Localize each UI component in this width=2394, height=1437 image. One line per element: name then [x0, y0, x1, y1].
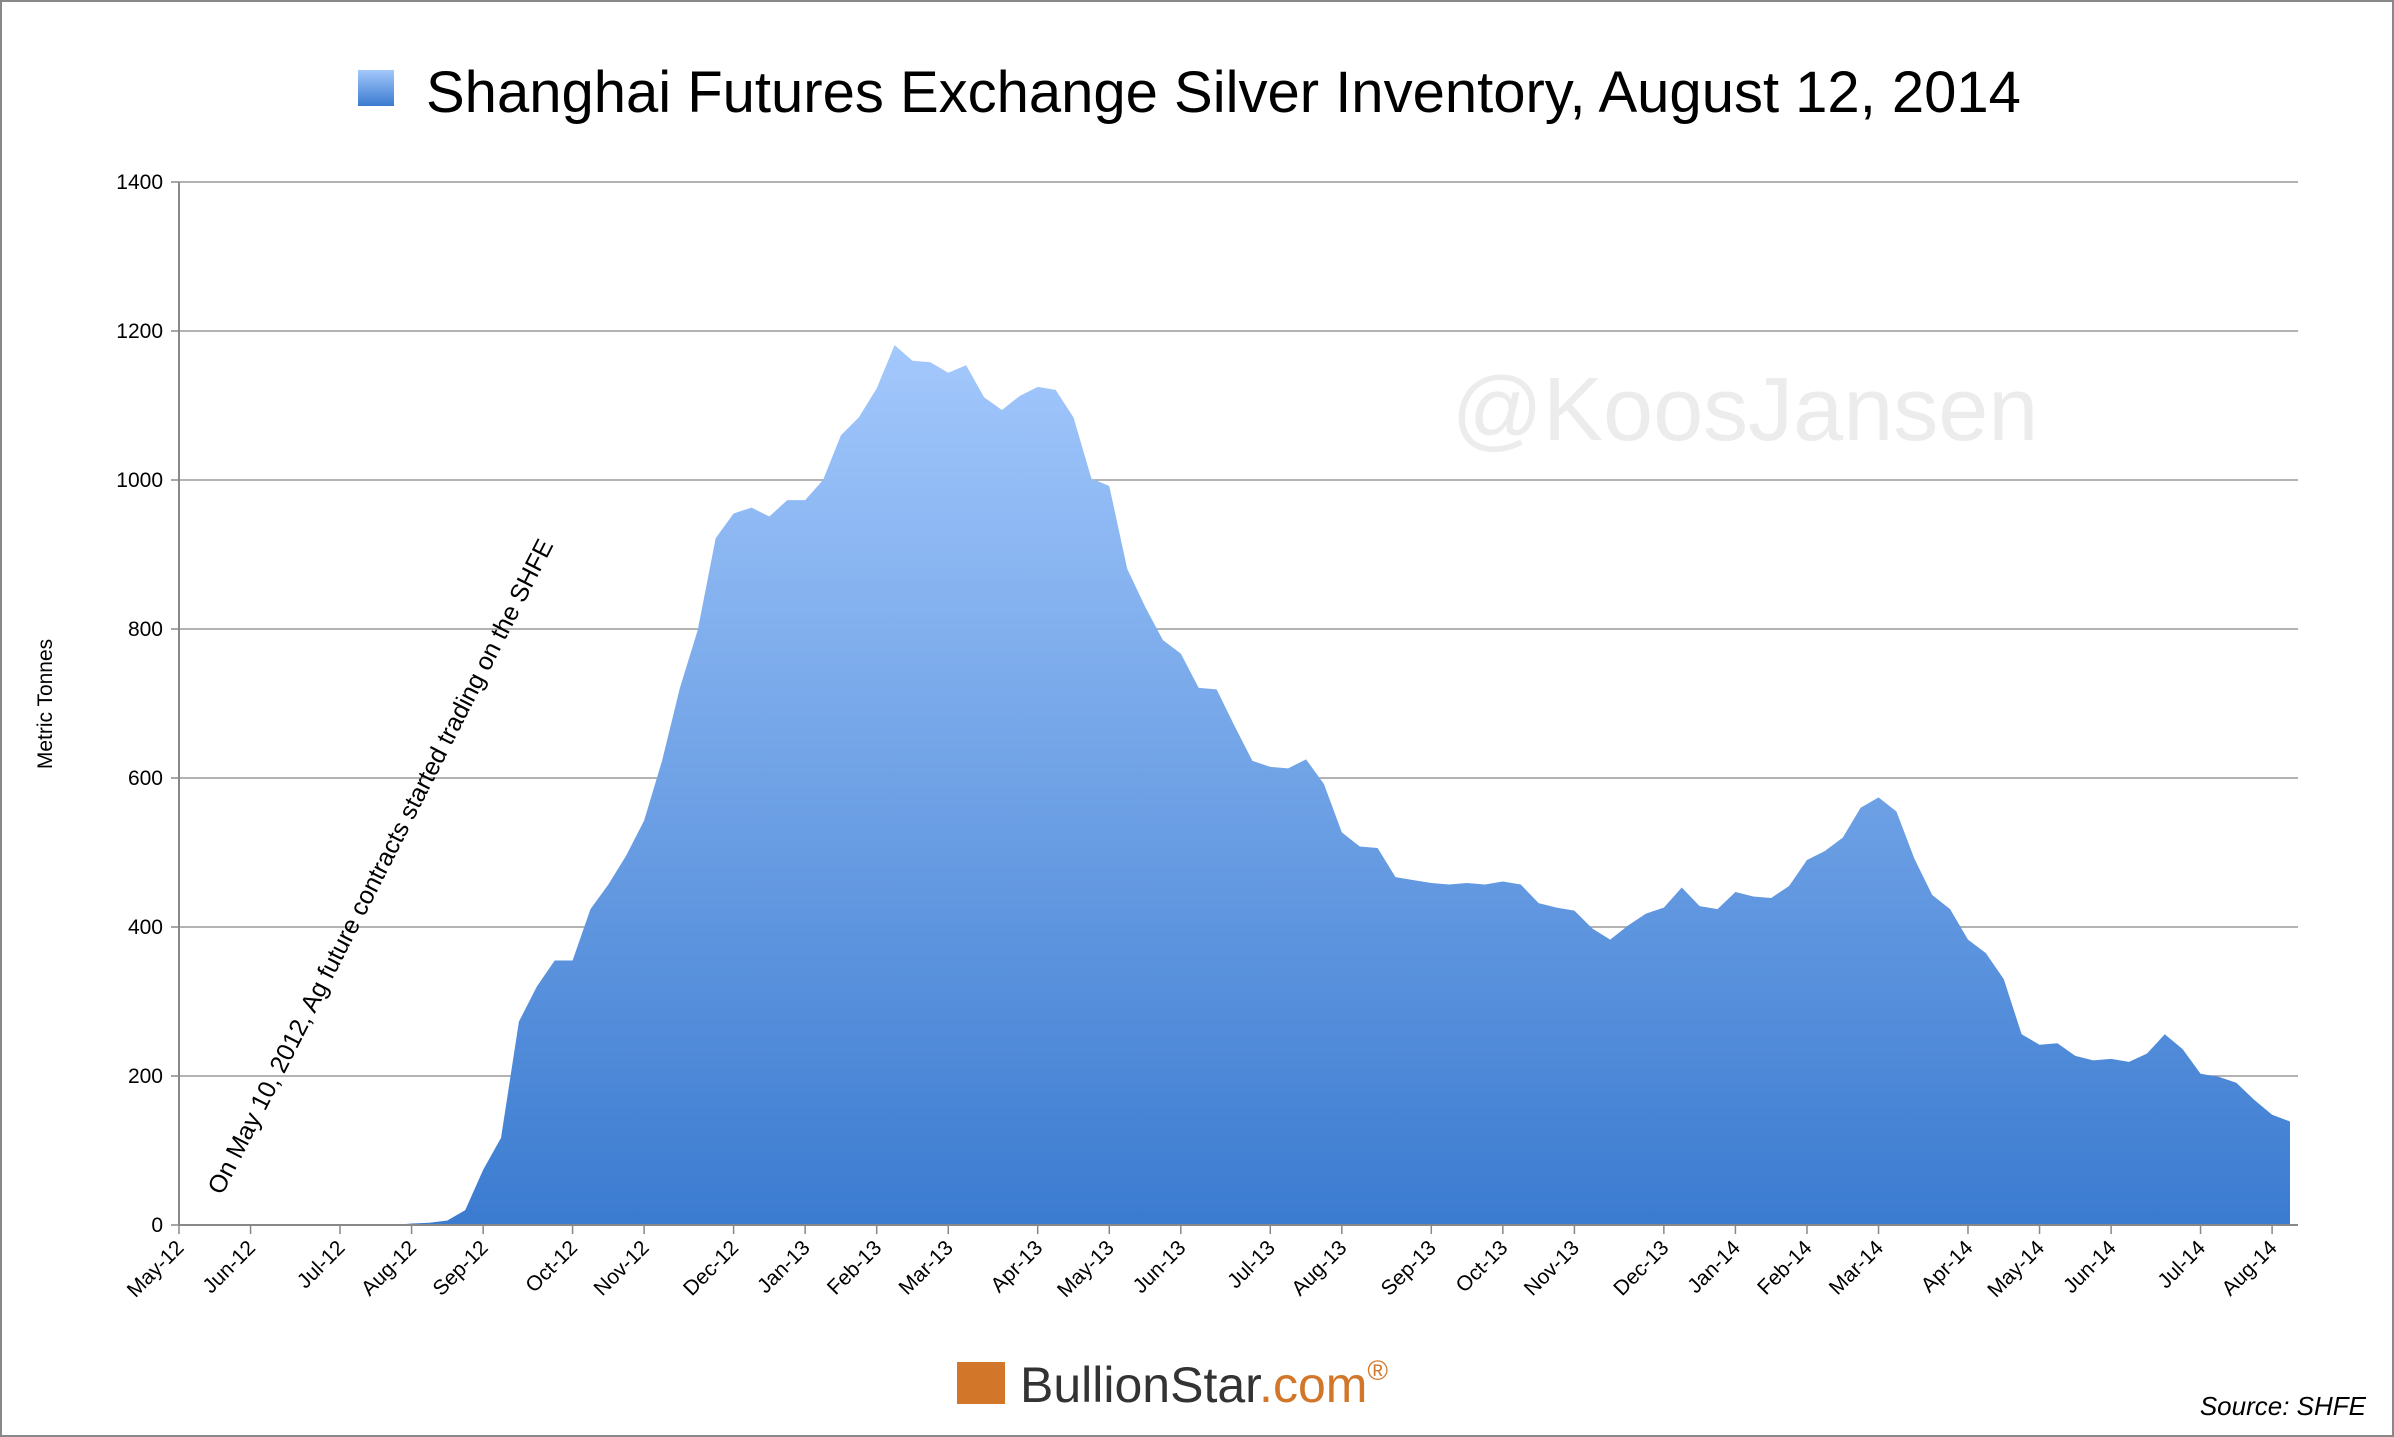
watermark: @KoosJansen — [1452, 360, 2039, 460]
y-tick-label: 1000 — [116, 469, 163, 492]
logo-domain: .com — [1259, 1357, 1367, 1413]
area — [179, 345, 2290, 1225]
logo: BullionStar.com® — [957, 1355, 1388, 1413]
logo-icon — [957, 1362, 1005, 1404]
y-axis-label: Metric Tonnes — [34, 639, 57, 769]
legend-swatch — [358, 70, 394, 106]
legend-label: Shanghai Futures Exchange Silver Invento… — [426, 60, 2021, 125]
logo-mark: ® — [1367, 1355, 1388, 1386]
y-tick-label: 1400 — [116, 171, 163, 194]
y-tick-label: 1200 — [116, 320, 163, 343]
y-tick-label: 600 — [128, 767, 163, 790]
y-tick-label: 0 — [151, 1214, 163, 1237]
y-tick-label: 200 — [128, 1065, 163, 1088]
svg-text:BullionStar.com®: BullionStar.com® — [1020, 1355, 1388, 1413]
logo-name: BullionStar — [1020, 1357, 1261, 1413]
y-tick-label: 800 — [128, 618, 163, 641]
source: Source: SHFE — [2200, 1391, 2367, 1421]
y-tick-label: 400 — [128, 916, 163, 939]
